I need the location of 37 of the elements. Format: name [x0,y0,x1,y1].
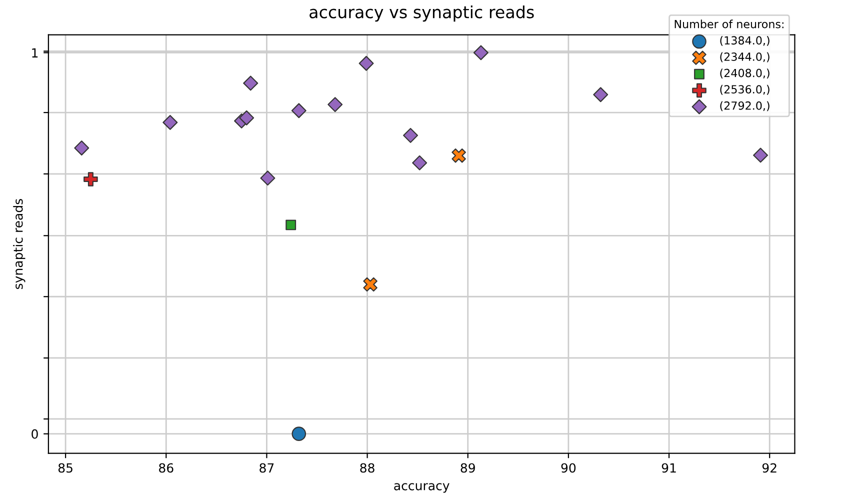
point [753,148,768,163]
x-tick-label: 86 [159,463,174,473]
y-tick-label: 0 [32,429,38,439]
point [358,56,374,71]
point [292,426,306,441]
point [593,87,608,102]
point [452,148,466,163]
x-tick-label: 92 [762,463,776,473]
x-tick-label: 87 [260,463,274,473]
point [412,155,428,170]
legend-label: (2408.0,) [720,68,770,79]
legend-label: (2536.0,) [720,84,770,95]
chart-title: accuracy vs synaptic reads [310,5,534,22]
point [260,170,276,186]
x-tick-label: 88 [360,463,374,473]
point [74,140,90,156]
x-tick-label: 89 [460,463,475,473]
legend-label: (1384.0,) [720,36,770,46]
point [84,172,98,186]
y-axis-title: synaptic reads [13,198,26,289]
point [328,97,343,112]
point [286,220,296,230]
point [239,110,254,126]
point [162,114,178,130]
x-tick-label: 85 [58,463,72,473]
point [243,76,258,91]
legend-label: (2344.0,) [720,52,770,62]
legend-title: Number of neurons: [674,20,784,28]
point [291,103,306,118]
y-tick-label: 1 [32,48,38,58]
point [403,128,418,143]
legend-label: (2792.0,) [720,101,770,112]
x-tick-label: 91 [662,463,676,473]
point [473,45,488,60]
point [363,277,378,292]
x-tick-label: 90 [561,463,576,473]
x-axis-title: accuracy [394,483,450,493]
